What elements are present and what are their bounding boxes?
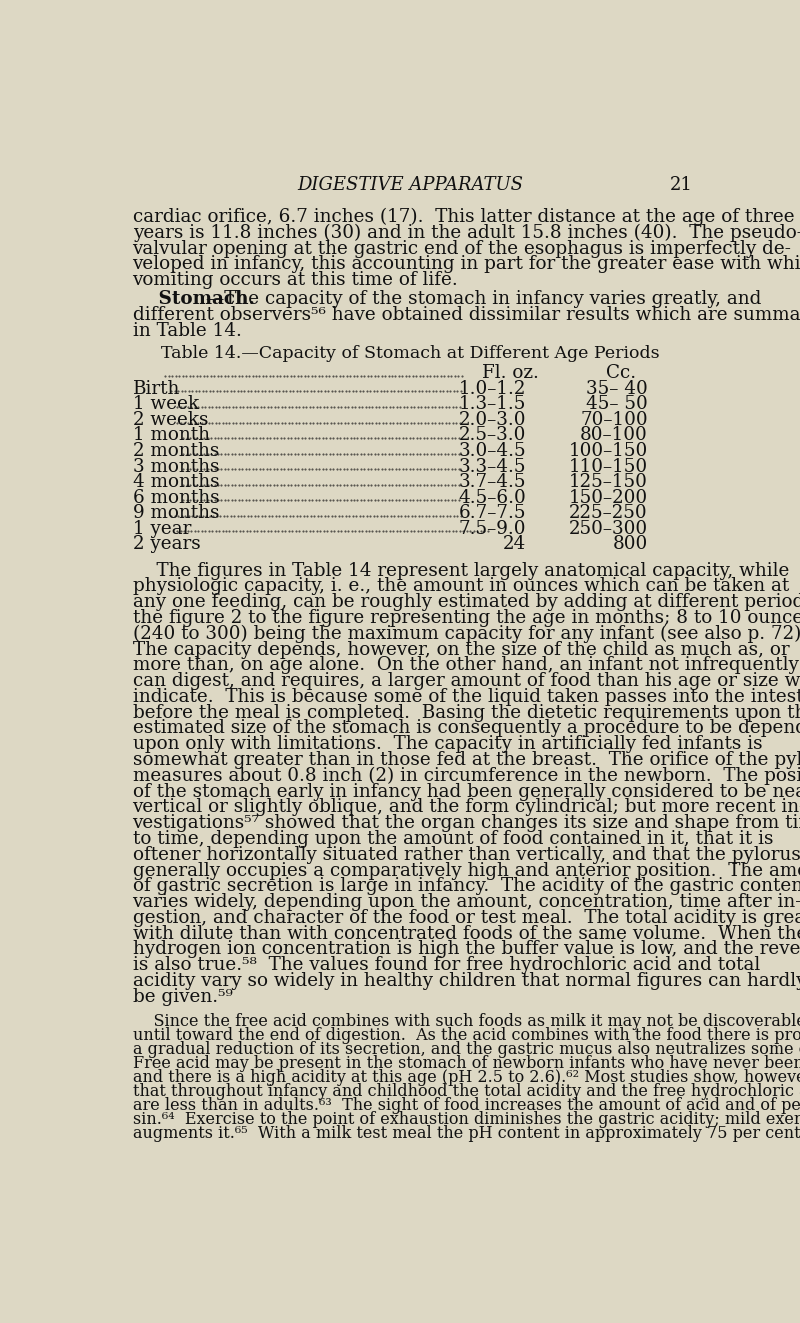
Text: 1 month: 1 month	[133, 426, 210, 445]
Text: vomiting occurs at this time of life.: vomiting occurs at this time of life.	[133, 271, 458, 290]
Text: 800: 800	[613, 536, 648, 553]
Text: 1.3–1.5: 1.3–1.5	[459, 396, 526, 413]
Text: 125–150: 125–150	[569, 474, 648, 491]
Text: that throughout infancy and childhood the total acidity and the free hydrochlori: that throughout infancy and childhood th…	[133, 1084, 800, 1099]
Text: 1 year: 1 year	[133, 520, 191, 537]
Text: years is 11.8 inches (30) and in the adult 15.8 inches (40).  The pseudo-: years is 11.8 inches (30) and in the adu…	[133, 224, 800, 242]
Text: (240 to 300) being the maximum capacity for any infant (see also p. 72).: (240 to 300) being the maximum capacity …	[133, 624, 800, 643]
Text: 250–300: 250–300	[569, 520, 648, 537]
Text: of gastric secretion is large in infancy.  The acidity of the gastric contents: of gastric secretion is large in infancy…	[133, 877, 800, 896]
Text: 225–250: 225–250	[570, 504, 648, 523]
Text: oftener horizontally situated rather than vertically, and that the pylorus: oftener horizontally situated rather tha…	[133, 845, 800, 864]
Text: upon only with limitations.  The capacity in artificially fed infants is: upon only with limitations. The capacity…	[133, 736, 762, 753]
Text: generally occupies a comparatively high and anterior position.  The amount: generally occupies a comparatively high …	[133, 861, 800, 880]
Text: 45– 50: 45– 50	[586, 396, 648, 413]
Text: 3.3–4.5: 3.3–4.5	[458, 458, 526, 475]
Text: Birth: Birth	[133, 380, 180, 398]
Text: 2 weeks: 2 weeks	[133, 411, 208, 429]
Text: estimated size of the stomach is consequently a procedure to be depended: estimated size of the stomach is consequ…	[133, 720, 800, 737]
Text: Table 14.—Capacity of Stomach at Different Age Periods: Table 14.—Capacity of Stomach at Differe…	[161, 345, 659, 363]
Text: physiologic capacity, i. e., the amount in ounces which can be taken at: physiologic capacity, i. e., the amount …	[133, 577, 789, 595]
Text: 2 years: 2 years	[133, 536, 200, 553]
Text: before the meal is completed.  Basing the dietetic requirements upon the: before the meal is completed. Basing the…	[133, 704, 800, 721]
Text: Cc.: Cc.	[606, 364, 636, 382]
Text: and there is a high acidity at this age (pH 2.5 to 2.6).⁶² Most studies show, ho: and there is a high acidity at this age …	[133, 1069, 800, 1086]
Text: vestigations⁵⁷ showed that the organ changes its size and shape from time: vestigations⁵⁷ showed that the organ cha…	[133, 814, 800, 832]
Text: the figure 2 to the figure representing the age in months; 8 to 10 ounces: the figure 2 to the figure representing …	[133, 609, 800, 627]
Text: acidity vary so widely in healthy children that normal figures can hardly: acidity vary so widely in healthy childr…	[133, 972, 800, 990]
Text: 6 months: 6 months	[133, 488, 219, 507]
Text: a gradual reduction of its secretion, and the gastric mucus also neutralizes som: a gradual reduction of its secretion, an…	[133, 1041, 800, 1058]
Text: The capacity depends, however, on the size of the child as much as, or: The capacity depends, however, on the si…	[133, 640, 789, 659]
Text: somewhat greater than in those fed at the breast.  The orifice of the pylorus: somewhat greater than in those fed at th…	[133, 751, 800, 769]
Text: veloped in infancy, this accounting in part for the greater ease with which: veloped in infancy, this accounting in p…	[133, 255, 800, 274]
Text: 24: 24	[503, 536, 526, 553]
Text: varies widely, depending upon the amount, concentration, time after in-: varies widely, depending upon the amount…	[133, 893, 800, 912]
Text: be given.⁵⁹: be given.⁵⁹	[133, 988, 233, 1005]
Text: 1.0–1.2: 1.0–1.2	[459, 380, 526, 398]
Text: 70–100: 70–100	[580, 411, 648, 429]
Text: of the stomach early in infancy had been generally considered to be nearly: of the stomach early in infancy had been…	[133, 783, 800, 800]
Text: to time, depending upon the amount of food contained in it, that it is: to time, depending upon the amount of fo…	[133, 830, 773, 848]
Text: 9 months: 9 months	[133, 504, 219, 523]
Text: can digest, and requires, a larger amount of food than his age or size would: can digest, and requires, a larger amoun…	[133, 672, 800, 691]
Text: 3.0–4.5: 3.0–4.5	[458, 442, 526, 460]
Text: 3 months: 3 months	[133, 458, 219, 475]
Text: more than, on age alone.  On the other hand, an infant not infrequently: more than, on age alone. On the other ha…	[133, 656, 798, 675]
Text: 1 week: 1 week	[133, 396, 198, 413]
Text: augments it.⁶⁵  With a milk test meal the pH content in approximately 75 per cen: augments it.⁶⁵ With a milk test meal the…	[133, 1125, 800, 1142]
Text: vertical or slightly oblique, and the form cylindrical; but more recent in-: vertical or slightly oblique, and the fo…	[133, 798, 800, 816]
Text: until toward the end of digestion.  As the acid combines with the food there is : until toward the end of digestion. As th…	[133, 1027, 800, 1044]
Text: 2 months: 2 months	[133, 442, 219, 460]
Text: 2.5–3.0: 2.5–3.0	[459, 426, 526, 445]
Text: 35– 40: 35– 40	[586, 380, 648, 398]
Text: valvular opening at the gastric end of the esophagus is imperfectly de-: valvular opening at the gastric end of t…	[133, 239, 791, 258]
Text: in Table 14.: in Table 14.	[133, 321, 242, 340]
Text: is also true.⁵⁸  The values found for free hydrochloric acid and total: is also true.⁵⁸ The values found for fre…	[133, 957, 760, 974]
Text: hydrogen ion concentration is high the buffer value is low, and the reverse: hydrogen ion concentration is high the b…	[133, 941, 800, 958]
Text: different observers⁵⁶ have obtained dissimilar results which are summarized: different observers⁵⁶ have obtained diss…	[133, 306, 800, 324]
Text: The figures in Table 14 represent largely anatomical capacity, while: The figures in Table 14 represent largel…	[133, 562, 789, 579]
Text: Stomach.: Stomach.	[133, 290, 254, 308]
Text: 6.7–7.5: 6.7–7.5	[458, 504, 526, 523]
Text: 100–150: 100–150	[569, 442, 648, 460]
Text: DIGESTIVE APPARATUS: DIGESTIVE APPARATUS	[297, 176, 523, 193]
Text: 110–150: 110–150	[569, 458, 648, 475]
Text: 2.0–3.0: 2.0–3.0	[458, 411, 526, 429]
Text: 4.5–6.0: 4.5–6.0	[458, 488, 526, 507]
Text: are less than in adults.⁶³  The sight of food increases the amount of acid and o: are less than in adults.⁶³ The sight of …	[133, 1097, 800, 1114]
Text: sin.⁶⁴  Exercise to the point of exhaustion diminishes the gastric acidity; mild: sin.⁶⁴ Exercise to the point of exhausti…	[133, 1111, 800, 1129]
Text: 4 months: 4 months	[133, 474, 219, 491]
Text: 150–200: 150–200	[569, 488, 648, 507]
Text: Fl. oz.: Fl. oz.	[482, 364, 539, 382]
Text: 3.7–4.5: 3.7–4.5	[458, 474, 526, 491]
Text: indicate.  This is because some of the liquid taken passes into the intestine: indicate. This is because some of the li…	[133, 688, 800, 706]
Text: Free acid may be present in the stomach of newborn infants who have never been f: Free acid may be present in the stomach …	[133, 1054, 800, 1072]
Text: —The capacity of the stomach in infancy varies greatly, and: —The capacity of the stomach in infancy …	[206, 290, 762, 308]
Text: measures about 0.8 inch (2) in circumference in the newborn.  The position: measures about 0.8 inch (2) in circumfer…	[133, 767, 800, 785]
Text: 7.5–9.0: 7.5–9.0	[458, 520, 526, 537]
Text: cardiac orifice, 6.7 inches (17).  This latter distance at the age of three: cardiac orifice, 6.7 inches (17). This l…	[133, 208, 794, 226]
Text: Since the free acid combines with such foods as milk it may not be discoverable: Since the free acid combines with such f…	[133, 1013, 800, 1029]
Text: gestion, and character of the food or test meal.  The total acidity is greater: gestion, and character of the food or te…	[133, 909, 800, 927]
Text: any one feeding, can be roughly estimated by adding at different periods: any one feeding, can be roughly estimate…	[133, 593, 800, 611]
Text: 21: 21	[670, 176, 693, 193]
Text: with dilute than with concentrated foods of the same volume.  When the: with dilute than with concentrated foods…	[133, 925, 800, 943]
Text: 80–100: 80–100	[580, 426, 648, 445]
